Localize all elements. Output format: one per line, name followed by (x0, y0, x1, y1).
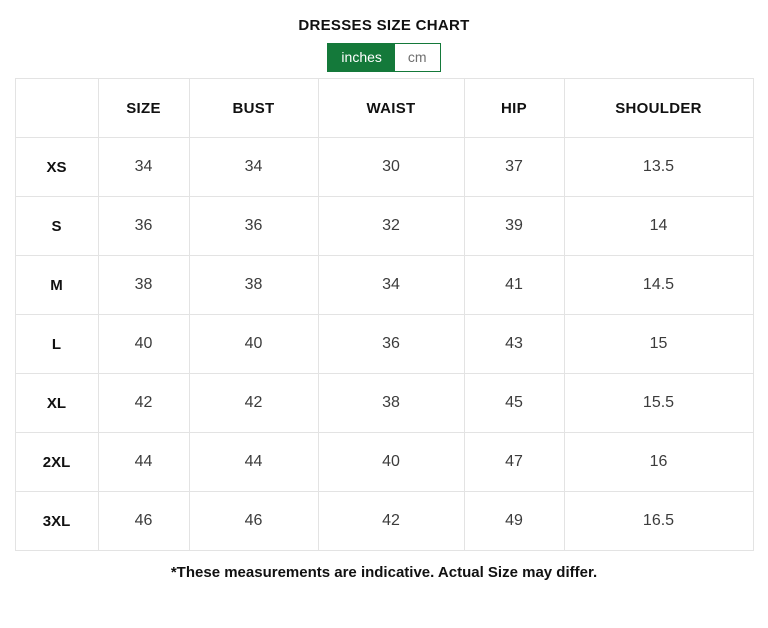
value-cell: 42 (188, 373, 319, 433)
size-chart-table: SIZE BUST WAIST HIP SHOULDER XS 34 34 30 37 13.5 S… (14, 78, 754, 551)
value-cell: 44 (188, 432, 319, 492)
value-cell: 16 (563, 432, 754, 492)
size-label-cell: XS (14, 137, 99, 197)
value-cell: 38 (188, 255, 319, 315)
value-cell: 37 (463, 137, 565, 197)
size-label-cell: 2XL (14, 432, 99, 492)
value-cell: 46 (188, 491, 319, 551)
value-cell: 42 (317, 491, 465, 551)
value-cell: 40 (97, 314, 190, 374)
unit-toggle: inches cm (327, 43, 441, 72)
table-row: M 38 38 34 41 14.5 (14, 255, 754, 315)
size-label-cell: 3XL (14, 491, 99, 551)
header-cell: SHOULDER (563, 78, 754, 138)
value-cell: 15.5 (563, 373, 754, 433)
value-cell: 46 (97, 491, 190, 551)
value-cell: 40 (317, 432, 465, 492)
value-cell: 40 (188, 314, 319, 374)
value-cell: 34 (188, 137, 319, 197)
value-cell: 49 (463, 491, 565, 551)
value-cell: 34 (317, 255, 465, 315)
value-cell: 14 (563, 196, 754, 256)
value-cell: 41 (463, 255, 565, 315)
header-cell: WAIST (317, 78, 465, 138)
unit-toggle-cm[interactable]: cm (394, 44, 440, 71)
value-cell: 30 (317, 137, 465, 197)
size-label-cell: L (14, 314, 99, 374)
header-cell: BUST (188, 78, 319, 138)
table-row: L 40 40 36 43 15 (14, 314, 754, 374)
header-row: SIZE BUST WAIST HIP SHOULDER (14, 78, 754, 138)
value-cell: 36 (97, 196, 190, 256)
size-chart-widget: DRESSES SIZE CHART inches cm SIZE BUST WAI… (0, 17, 768, 581)
value-cell: 38 (97, 255, 190, 315)
header-cell: SIZE (97, 78, 190, 138)
value-cell: 32 (317, 196, 465, 256)
value-cell: 45 (463, 373, 565, 433)
value-cell: 14.5 (563, 255, 754, 315)
size-label-cell: S (14, 196, 99, 256)
corner-cell (14, 78, 99, 138)
value-cell: 36 (188, 196, 319, 256)
value-cell: 13.5 (563, 137, 754, 197)
value-cell: 15 (563, 314, 754, 374)
table-row: 3XL 46 46 42 49 16.5 (14, 491, 754, 551)
value-cell: 47 (463, 432, 565, 492)
size-label-cell: M (14, 255, 99, 315)
value-cell: 44 (97, 432, 190, 492)
value-cell: 39 (463, 196, 565, 256)
table-row: 2XL 44 44 40 47 16 (14, 432, 754, 492)
unit-toggle-wrap: inches cm (0, 43, 768, 72)
table-row: XS 34 34 30 37 13.5 (14, 137, 754, 197)
header-cell: HIP (463, 78, 565, 138)
table-body: XS 34 34 30 37 13.5 S 36 36 32 39 14 M 38 38 34 41 14.5 L 4… (14, 137, 754, 551)
table-row: S 36 36 32 39 14 (14, 196, 754, 256)
page-title: DRESSES SIZE CHART (298, 17, 470, 34)
unit-toggle-inches[interactable]: inches (328, 44, 395, 71)
value-cell: 34 (97, 137, 190, 197)
size-label-cell: XL (14, 373, 99, 433)
table-row: XL 42 42 38 45 15.5 (14, 373, 754, 433)
value-cell: 42 (97, 373, 190, 433)
value-cell: 43 (463, 314, 565, 374)
value-cell: 38 (317, 373, 465, 433)
value-cell: 16.5 (563, 491, 754, 551)
value-cell: 36 (317, 314, 465, 374)
footnote: *These measurements are indicative. Actu… (170, 564, 598, 581)
